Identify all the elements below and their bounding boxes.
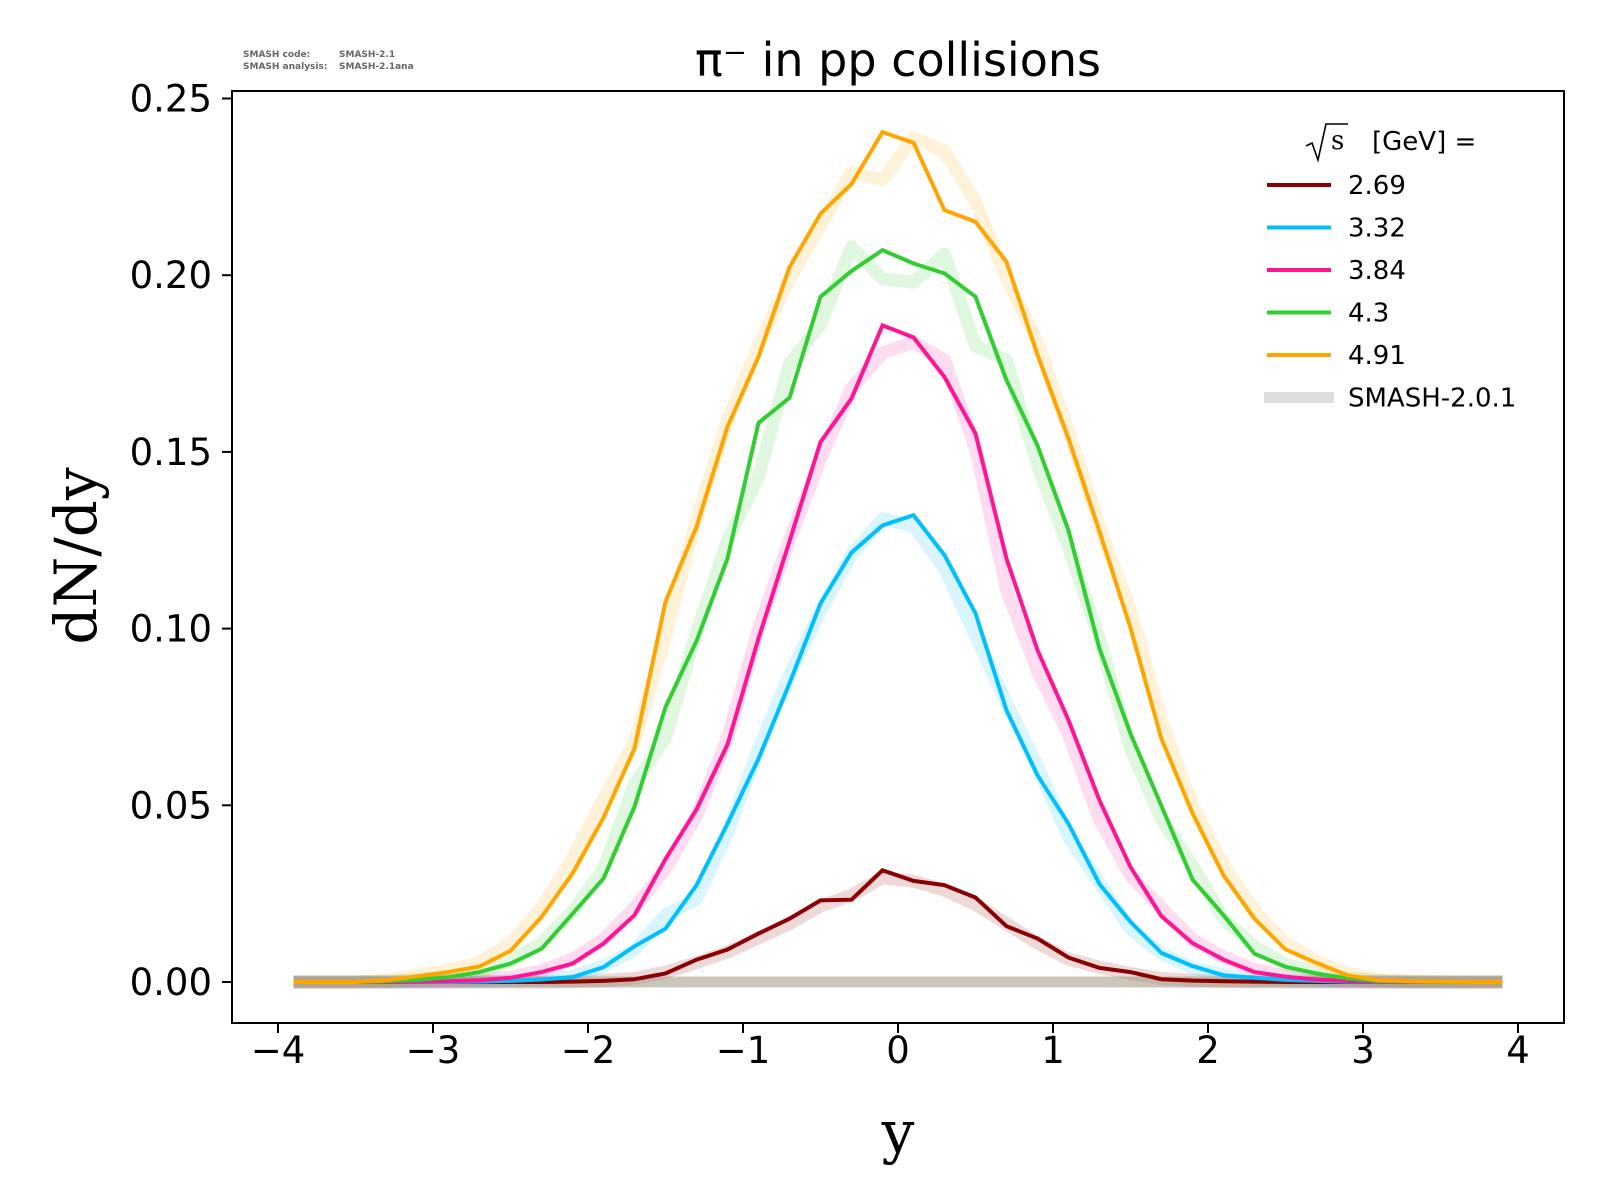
series-4-91 — [293, 129, 1503, 984]
y-axis-ticks: 0.00 0.05 0.10 0.15 0.20 0.25 — [130, 78, 232, 1004]
series-line — [293, 247, 1503, 984]
x-tick-label: −4 — [251, 1029, 306, 1072]
x-tick-label: 3 — [1351, 1029, 1375, 1072]
reference-line-4-3 — [293, 240, 1503, 989]
series-4-3 — [293, 247, 1503, 984]
series-line — [293, 322, 1503, 984]
version-info: SMASH code: SMASH-2.1 SMASH analysis: SM… — [243, 50, 414, 72]
x-tick-label: 1 — [1041, 1029, 1065, 1072]
y-tick-label: 0.10 — [130, 608, 212, 651]
series-line — [293, 129, 1503, 984]
legend-entry: 3.84 — [1267, 256, 1406, 286]
legend-title: s [GeV] = — [1305, 123, 1476, 163]
reference-line-4-91 — [293, 130, 1503, 989]
x-tick-label: −3 — [406, 1029, 461, 1072]
x-tick-label: 0 — [886, 1029, 910, 1072]
chart-title: π⁻ in pp collisions — [695, 33, 1101, 87]
series-line — [293, 512, 1503, 984]
legend: s [GeV] = 2.69 3.32 3.84 4.3 4.91 SMASH-2.0.1 — [1264, 123, 1516, 414]
y-axis-label: dN/dy — [42, 467, 110, 645]
y-tick-label: 0.20 — [130, 254, 212, 297]
legend-label: 3.32 — [1348, 214, 1406, 244]
legend-label: 4.3 — [1348, 299, 1389, 329]
series-3-84 — [293, 322, 1503, 984]
legend-entry: 3.32 — [1267, 214, 1406, 244]
legend-label: 3.84 — [1348, 256, 1406, 286]
reference-lines — [293, 130, 1503, 989]
x-tick-label: 2 — [1196, 1029, 1220, 1072]
x-tick-label: −1 — [716, 1029, 771, 1072]
x-tick-label: 4 — [1506, 1029, 1530, 1072]
legend-entry: 4.3 — [1267, 299, 1389, 329]
version-code-value: SMASH-2.1 — [339, 50, 395, 60]
version-analysis-label: SMASH analysis: — [243, 62, 327, 72]
series-lines — [293, 129, 1503, 984]
series-3-32 — [293, 512, 1503, 984]
sqrt-symbol-icon — [1305, 123, 1348, 163]
legend-title-s: s — [1331, 126, 1344, 156]
legend-label: 2.69 — [1348, 171, 1406, 201]
x-axis-ticks: −4 −3 −2 −1 0 1 2 3 4 — [251, 1023, 1530, 1072]
reference-line-3-84 — [293, 335, 1503, 989]
version-analysis-value: SMASH-2.1ana — [339, 62, 414, 72]
legend-title-text: [GeV] = — [1372, 127, 1476, 157]
legend-entry-reference: SMASH-2.0.1 — [1264, 384, 1516, 414]
legend-label: 4.91 — [1348, 341, 1406, 371]
y-tick-label: 0.00 — [130, 961, 212, 1004]
legend-label: SMASH-2.0.1 — [1348, 384, 1516, 414]
reference-line-3-32 — [293, 512, 1503, 989]
legend-entry: 2.69 — [1267, 171, 1406, 201]
x-axis-label: y — [881, 1098, 915, 1166]
y-tick-label: 0.05 — [130, 784, 212, 827]
x-tick-label: −2 — [561, 1029, 616, 1072]
version-code-label: SMASH code: — [243, 50, 310, 60]
y-tick-label: 0.15 — [130, 431, 212, 474]
legend-entry: 4.91 — [1267, 341, 1406, 371]
y-tick-label: 0.25 — [130, 78, 212, 121]
